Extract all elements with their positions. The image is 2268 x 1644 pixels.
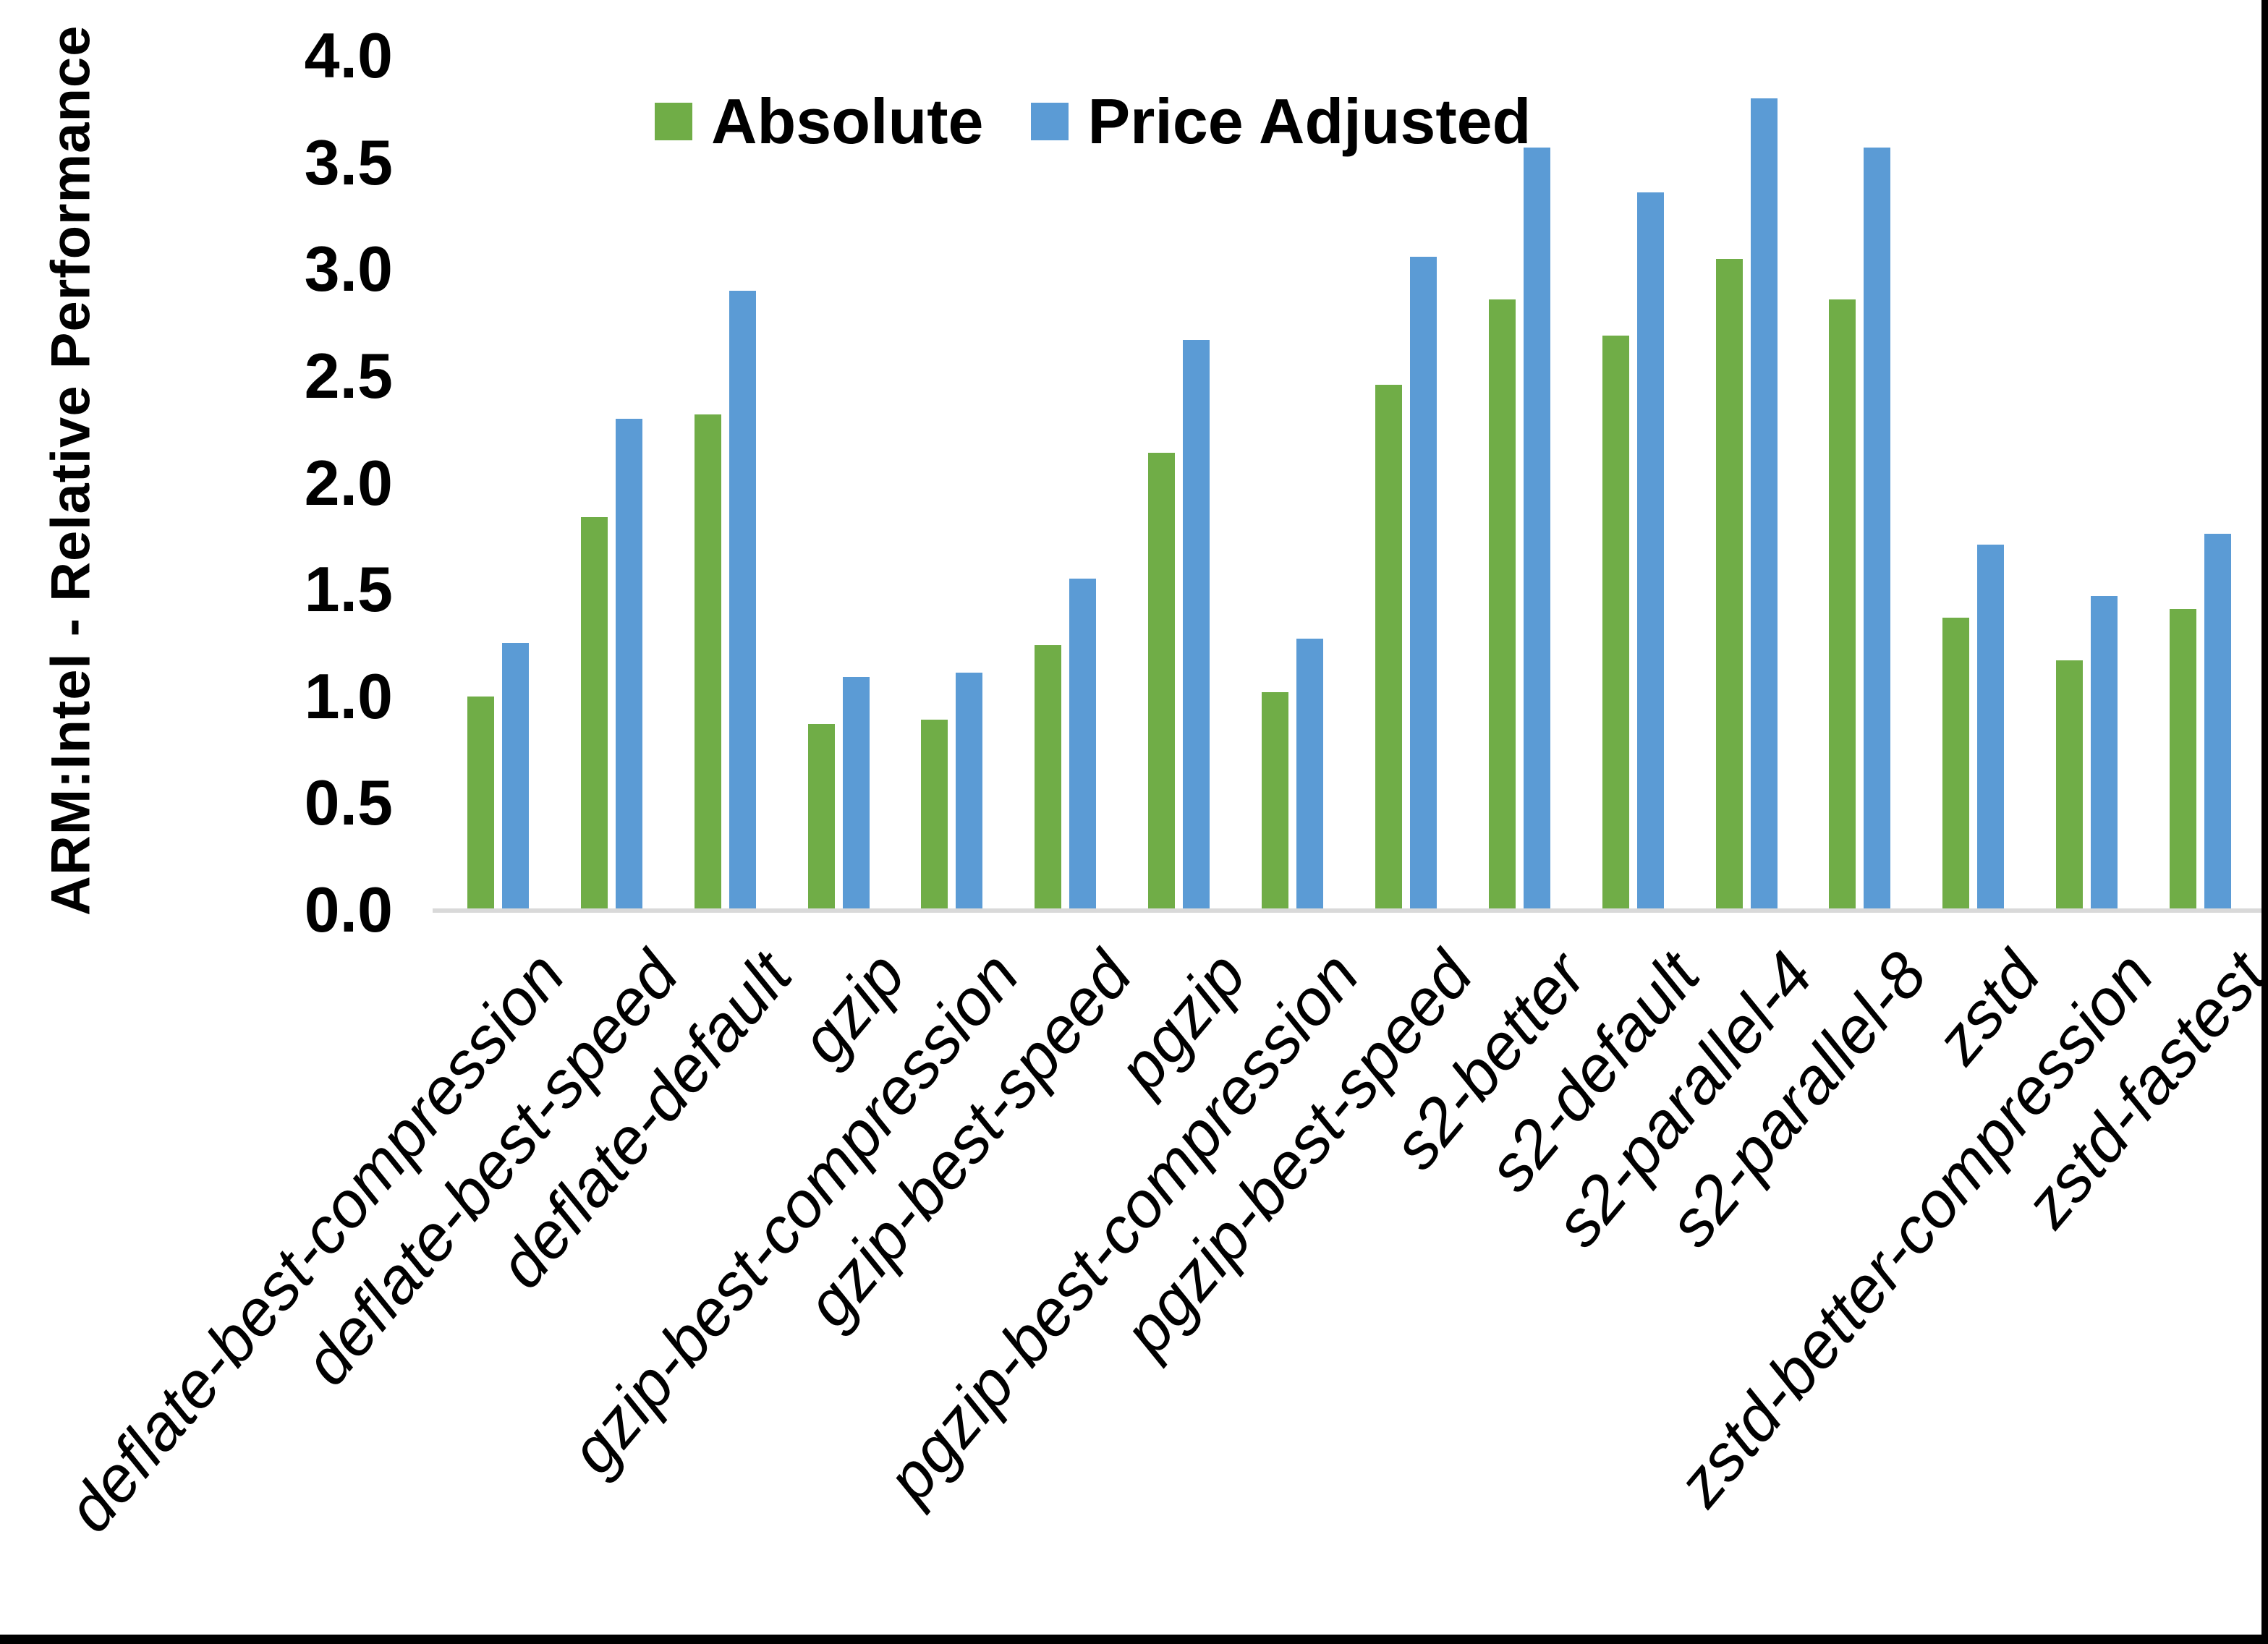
bar-price-adjusted-s2-default[interactable] bbox=[1636, 192, 1664, 910]
bar-absolute-gzip[interactable] bbox=[807, 724, 835, 910]
plot-area bbox=[441, 56, 2257, 910]
bar-price-adjusted-gzip-best-compression[interactable] bbox=[956, 673, 983, 910]
y-axis-tick-labels: 4.0 3.5 3.0 2.5 2.0 1.5 1.0 0.5 0.0 bbox=[0, 0, 396, 1644]
bar-price-adjusted-zstd-fastest[interactable] bbox=[2204, 534, 2232, 910]
x-axis-tick-labels: deflate-best-compression deflate-best-spe… bbox=[54, 0, 2268, 1644]
legend-swatch-price-adjusted bbox=[1031, 103, 1069, 140]
x-axis-line bbox=[433, 908, 2263, 913]
bar-group-zstd-better-compression bbox=[2030, 56, 2144, 910]
bar-absolute-s2-parallel-4[interactable] bbox=[1715, 258, 1743, 910]
bar-price-adjusted-zstd-better-compression[interactable] bbox=[2091, 595, 2118, 910]
bar-group-deflate-best-compression bbox=[441, 56, 555, 910]
bar-group-pgzip bbox=[1122, 56, 1236, 910]
bar-absolute-deflate-best-speed[interactable] bbox=[580, 516, 608, 910]
legend-swatch-absolute bbox=[655, 103, 692, 140]
bar-absolute-deflate-default[interactable] bbox=[694, 414, 721, 910]
legend-item-price-adjusted[interactable]: Price Adjusted bbox=[1031, 85, 1531, 158]
bar-price-adjusted-s2-parallel-4[interactable] bbox=[1750, 98, 1778, 910]
bar-absolute-zstd-fastest[interactable] bbox=[2170, 608, 2197, 910]
bar-group-s2-parallel-8 bbox=[1804, 56, 1917, 910]
y-tick-label: 1.0 bbox=[304, 660, 393, 732]
bar-group-zstd bbox=[1916, 56, 2030, 910]
slide-border-bottom bbox=[0, 1635, 2268, 1644]
bar-group-gzip-best-compression bbox=[896, 56, 1009, 910]
bar-absolute-gzip-best-speed[interactable] bbox=[1035, 644, 1062, 910]
bar-absolute-zstd[interactable] bbox=[1942, 617, 1970, 910]
bar-price-adjusted-pgzip-best-speed[interactable] bbox=[1409, 256, 1437, 910]
bar-group-zstd-fastest bbox=[2144, 56, 2257, 910]
bar-price-adjusted-gzip-best-speed[interactable] bbox=[1069, 579, 1097, 910]
legend-item-absolute[interactable]: Absolute bbox=[655, 85, 983, 158]
bar-price-adjusted-deflate-best-compression[interactable] bbox=[501, 642, 529, 910]
bar-group-s2-better bbox=[1463, 56, 1576, 910]
bar-absolute-pgzip[interactable] bbox=[1148, 453, 1176, 910]
y-tick-label: 1.5 bbox=[304, 553, 393, 626]
bar-price-adjusted-s2-parallel-8[interactable] bbox=[1864, 147, 1891, 910]
bar-group-gzip-best-speed bbox=[1008, 56, 1122, 910]
bar-price-adjusted-pgzip-best-compression[interactable] bbox=[1296, 639, 1324, 910]
legend-label-price-adjusted: Price Adjusted bbox=[1087, 85, 1532, 157]
y-tick-label: 0.5 bbox=[304, 767, 393, 839]
bar-absolute-deflate-best-compression[interactable] bbox=[467, 696, 494, 910]
bar-group-gzip bbox=[782, 56, 896, 910]
bar-price-adjusted-pgzip[interactable] bbox=[1183, 339, 1210, 910]
y-tick-label: 3.0 bbox=[304, 233, 393, 305]
bar-absolute-pgzip-best-speed[interactable] bbox=[1375, 384, 1402, 910]
y-tick-label: 0.0 bbox=[304, 874, 393, 945]
legend: Absolute Price Adjusted bbox=[655, 85, 1531, 158]
bar-absolute-gzip-best-compression[interactable] bbox=[921, 720, 948, 910]
bar-absolute-s2-default[interactable] bbox=[1602, 335, 1629, 910]
bar-absolute-s2-parallel-8[interactable] bbox=[1829, 299, 1856, 910]
y-tick-label: 2.0 bbox=[304, 446, 393, 519]
y-tick-label: 4.0 bbox=[304, 20, 393, 91]
y-tick-label: 3.5 bbox=[304, 126, 393, 198]
bar-absolute-zstd-better-compression[interactable] bbox=[2056, 660, 2084, 910]
bar-group-deflate-default bbox=[668, 56, 782, 910]
slide-border-right bbox=[2261, 0, 2268, 1644]
bar-price-adjusted-gzip[interactable] bbox=[842, 677, 870, 910]
bar-group-pgzip-best-compression bbox=[1236, 56, 1349, 910]
bar-group-pgzip-best-speed bbox=[1349, 56, 1463, 910]
y-tick-label: 2.5 bbox=[304, 339, 393, 412]
bar-absolute-pgzip-best-compression[interactable] bbox=[1262, 691, 1289, 910]
bar-price-adjusted-deflate-default[interactable] bbox=[729, 290, 756, 910]
bar-absolute-s2-better[interactable] bbox=[1488, 299, 1516, 910]
bar-price-adjusted-zstd[interactable] bbox=[1977, 545, 2005, 910]
bar-group-deflate-best-speed bbox=[555, 56, 668, 910]
bar-price-adjusted-s2-better[interactable] bbox=[1523, 147, 1550, 910]
legend-label-absolute: Absolute bbox=[711, 85, 984, 157]
bar-group-s2-parallel-4 bbox=[1690, 56, 1804, 910]
bar-group-s2-default bbox=[1576, 56, 1690, 910]
bar-price-adjusted-deflate-best-speed[interactable] bbox=[615, 418, 642, 910]
